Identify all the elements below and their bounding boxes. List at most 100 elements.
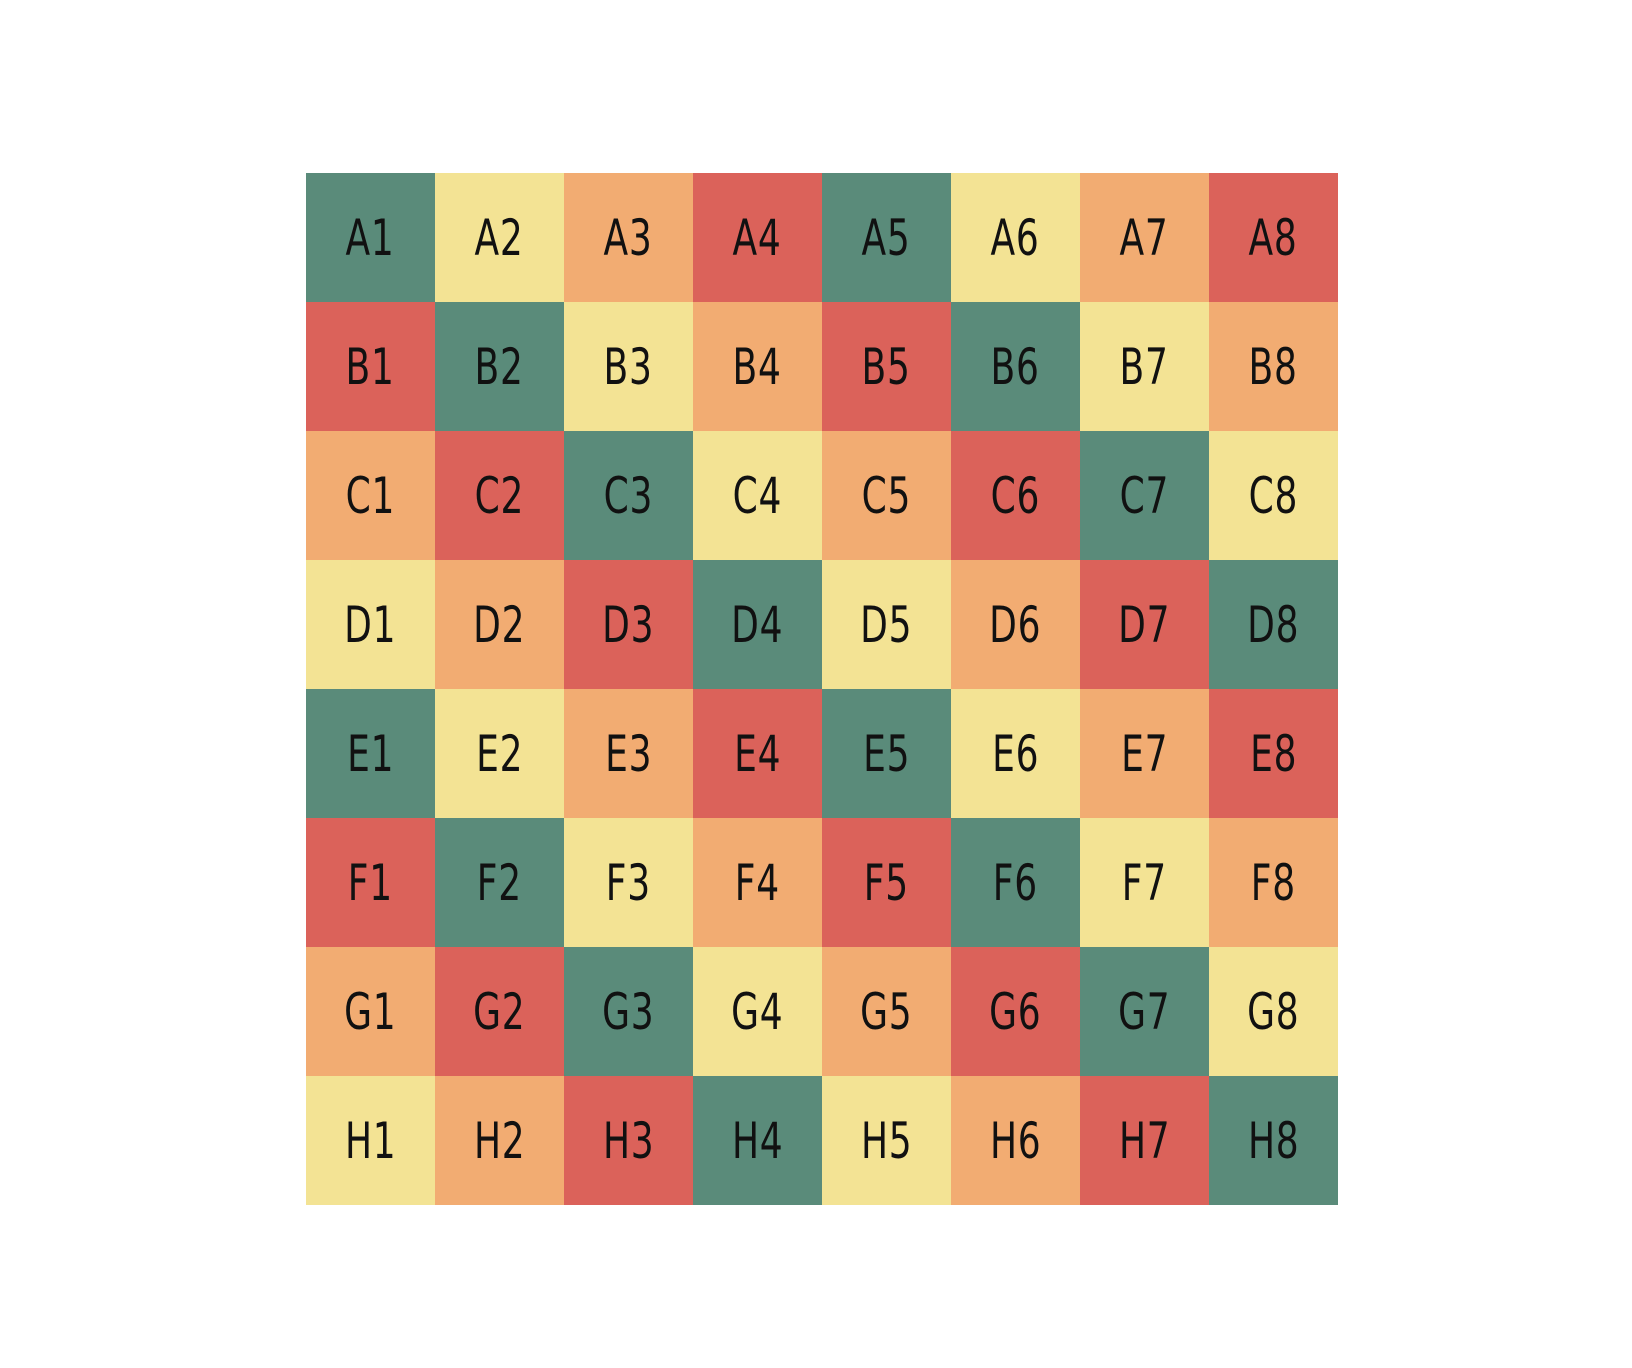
grid-cell: D2 (435, 560, 564, 689)
cell-label: F1 (347, 853, 394, 912)
cell-label: B2 (474, 337, 525, 396)
cell-label: G8 (1247, 982, 1300, 1041)
grid-cell: H6 (951, 1076, 1080, 1205)
cell-label: H8 (1247, 1111, 1300, 1170)
grid-cell: H2 (435, 1076, 564, 1205)
cell-label: F3 (605, 853, 652, 912)
cell-label: E4 (733, 724, 782, 783)
cell-label: D5 (860, 595, 913, 654)
grid-cell: E1 (306, 689, 435, 818)
grid-cell: G2 (435, 947, 564, 1076)
grid-cell: B5 (822, 302, 951, 431)
grid-cell: A1 (306, 173, 435, 302)
cell-label: E6 (991, 724, 1040, 783)
grid-cell: G1 (306, 947, 435, 1076)
grid-cell: B8 (1209, 302, 1338, 431)
cell-label: E2 (475, 724, 524, 783)
grid-cell: G6 (951, 947, 1080, 1076)
cell-label: H4 (731, 1111, 784, 1170)
cell-label: H7 (1118, 1111, 1171, 1170)
grid-cell: C1 (306, 431, 435, 560)
grid-cell: D6 (951, 560, 1080, 689)
cell-label: A3 (604, 208, 653, 267)
cell-label: D1 (344, 595, 397, 654)
cell-label: D3 (602, 595, 655, 654)
cell-label: E3 (604, 724, 653, 783)
cell-label: E8 (1249, 724, 1298, 783)
cell-label: C4 (732, 466, 783, 525)
cell-label: H3 (602, 1111, 655, 1170)
grid-cell: B2 (435, 302, 564, 431)
grid-cell: B1 (306, 302, 435, 431)
cell-label: G2 (473, 982, 526, 1041)
cell-label: F6 (992, 853, 1039, 912)
grid-cell: E7 (1080, 689, 1209, 818)
grid-cell: G7 (1080, 947, 1209, 1076)
cell-label: D2 (473, 595, 526, 654)
grid-cell: H4 (693, 1076, 822, 1205)
grid-cell: F6 (951, 818, 1080, 947)
grid-cell: G4 (693, 947, 822, 1076)
grid-cell: A6 (951, 173, 1080, 302)
grid-cell: F4 (693, 818, 822, 947)
cell-label: B1 (345, 337, 396, 396)
grid-cell: D4 (693, 560, 822, 689)
cell-label: C8 (1248, 466, 1299, 525)
grid-cell: C5 (822, 431, 951, 560)
grid-cell: B3 (564, 302, 693, 431)
grid-cell: B7 (1080, 302, 1209, 431)
grid-cell: H1 (306, 1076, 435, 1205)
grid-cell: H5 (822, 1076, 951, 1205)
grid-cell: F1 (306, 818, 435, 947)
cell-label: E1 (346, 724, 395, 783)
cell-label: E5 (862, 724, 911, 783)
cell-label: A5 (862, 208, 911, 267)
cell-label: F4 (734, 853, 781, 912)
cell-label: G6 (989, 982, 1042, 1041)
cell-label: G4 (731, 982, 784, 1041)
cell-label: G1 (344, 982, 397, 1041)
cell-label: C3 (603, 466, 654, 525)
grid-cell: F8 (1209, 818, 1338, 947)
cell-label: D4 (731, 595, 784, 654)
cell-label: C6 (990, 466, 1041, 525)
grid-cell: G3 (564, 947, 693, 1076)
cell-label: F2 (476, 853, 523, 912)
cell-label: G5 (860, 982, 913, 1041)
grid-cell: F3 (564, 818, 693, 947)
grid-cell: E3 (564, 689, 693, 818)
cell-label: H5 (860, 1111, 913, 1170)
grid-cell: H8 (1209, 1076, 1338, 1205)
cell-label: C5 (861, 466, 912, 525)
grid-cell: C4 (693, 431, 822, 560)
grid-cell: E5 (822, 689, 951, 818)
grid-cell: E8 (1209, 689, 1338, 818)
cell-label: G3 (602, 982, 655, 1041)
cell-label: H6 (989, 1111, 1042, 1170)
grid-cell: F2 (435, 818, 564, 947)
grid-cell: A7 (1080, 173, 1209, 302)
cell-label: B7 (1119, 337, 1170, 396)
cell-label: C1 (345, 466, 396, 525)
grid-cell: H3 (564, 1076, 693, 1205)
grid-cell: G8 (1209, 947, 1338, 1076)
grid-cell: D3 (564, 560, 693, 689)
grid-cell: E4 (693, 689, 822, 818)
grid-cell: D8 (1209, 560, 1338, 689)
grid-cell: A8 (1209, 173, 1338, 302)
grid-cell: A4 (693, 173, 822, 302)
cell-label: F5 (863, 853, 910, 912)
grid-cell: C7 (1080, 431, 1209, 560)
grid-cell: C2 (435, 431, 564, 560)
grid-cell: D7 (1080, 560, 1209, 689)
grid-cell: B4 (693, 302, 822, 431)
cell-label: C7 (1119, 466, 1170, 525)
cell-label: D8 (1247, 595, 1300, 654)
grid-cell: H7 (1080, 1076, 1209, 1205)
color-grid: A1 A2 A3 A4 A5 A6 A7 A8 B1 B2 B3 B4 B5 B6 B7 B8 C1 C2 C3 C4… (306, 173, 1338, 1205)
cell-label: A7 (1120, 208, 1169, 267)
grid-cell: G5 (822, 947, 951, 1076)
cell-label: F8 (1250, 853, 1297, 912)
grid-cell: F5 (822, 818, 951, 947)
cell-label: E7 (1120, 724, 1169, 783)
